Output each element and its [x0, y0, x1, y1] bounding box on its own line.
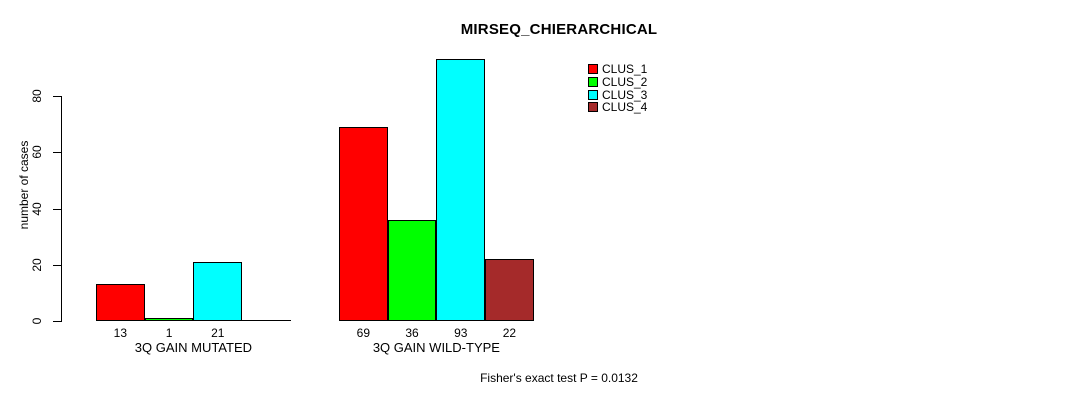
y-axis-tick-label: 80 [30, 89, 44, 103]
legend-swatch-clus-2 [588, 77, 598, 88]
legend-swatch-clus-1 [588, 64, 598, 75]
chart-title: MIRSEQ_CHIERARCHICAL [460, 21, 658, 38]
y-axis-label: number of cases [17, 140, 31, 230]
legend-swatch-clus-3 [588, 89, 598, 100]
bar-clus-4-3q-gain-wild-type [485, 259, 534, 321]
bar-value-label: 13 [113, 326, 128, 340]
bar-value-label: 1 [165, 326, 173, 340]
legend: CLUS_1 CLUS_2 CLUS_3 CLUS_4 [588, 63, 647, 114]
bar-value-label: 93 [454, 326, 468, 340]
y-axis-line [61, 96, 62, 322]
bar-clus-1-3q-gain-mutated [96, 284, 145, 321]
bar-value-label: 22 [502, 326, 517, 340]
legend-item-clus-4: CLUS_4 [588, 101, 647, 114]
legend-label: CLUS_3 [602, 87, 648, 102]
y-axis-tick-label: 60 [30, 145, 44, 159]
y-axis-tick [53, 264, 61, 266]
legend-label: CLUS_4 [602, 100, 648, 115]
y-axis-tick [53, 208, 61, 210]
y-axis-tick-label: 20 [30, 258, 44, 272]
legend-swatch-clus-4 [588, 102, 598, 113]
legend-label: CLUS_1 [602, 62, 648, 77]
y-axis-tick [53, 96, 61, 97]
x-category-label: 3Q GAIN MUTATED [134, 340, 253, 355]
annotation-fisher-test: Fisher's exact test P = 0.0132 [480, 371, 638, 385]
y-axis-tick [53, 321, 61, 322]
bar-value-label: 36 [405, 326, 419, 340]
legend-label: CLUS_2 [602, 75, 648, 90]
y-axis-tick-label: 40 [30, 201, 44, 216]
bar-clus-1-3q-gain-wild-type [339, 127, 388, 321]
bar-clus-2-3q-gain-wild-type [387, 220, 437, 321]
bar-clus-3-3q-gain-mutated [193, 262, 243, 321]
bar-clus-2-3q-gain-mutated [144, 318, 194, 321]
bar-value-label: 69 [356, 326, 371, 340]
legend-item-clus-1: CLUS_1 [588, 63, 647, 76]
y-axis-tick-label: 0 [30, 317, 44, 325]
y-axis-tick [53, 152, 61, 154]
bar-clus-3-3q-gain-wild-type [436, 59, 486, 321]
legend-item-clus-2: CLUS_2 [588, 76, 647, 89]
bar-value-label: 21 [211, 326, 225, 340]
x-category-label: 3Q GAIN WILD-TYPE [372, 340, 500, 355]
legend-item-clus-3: CLUS_3 [588, 88, 647, 101]
